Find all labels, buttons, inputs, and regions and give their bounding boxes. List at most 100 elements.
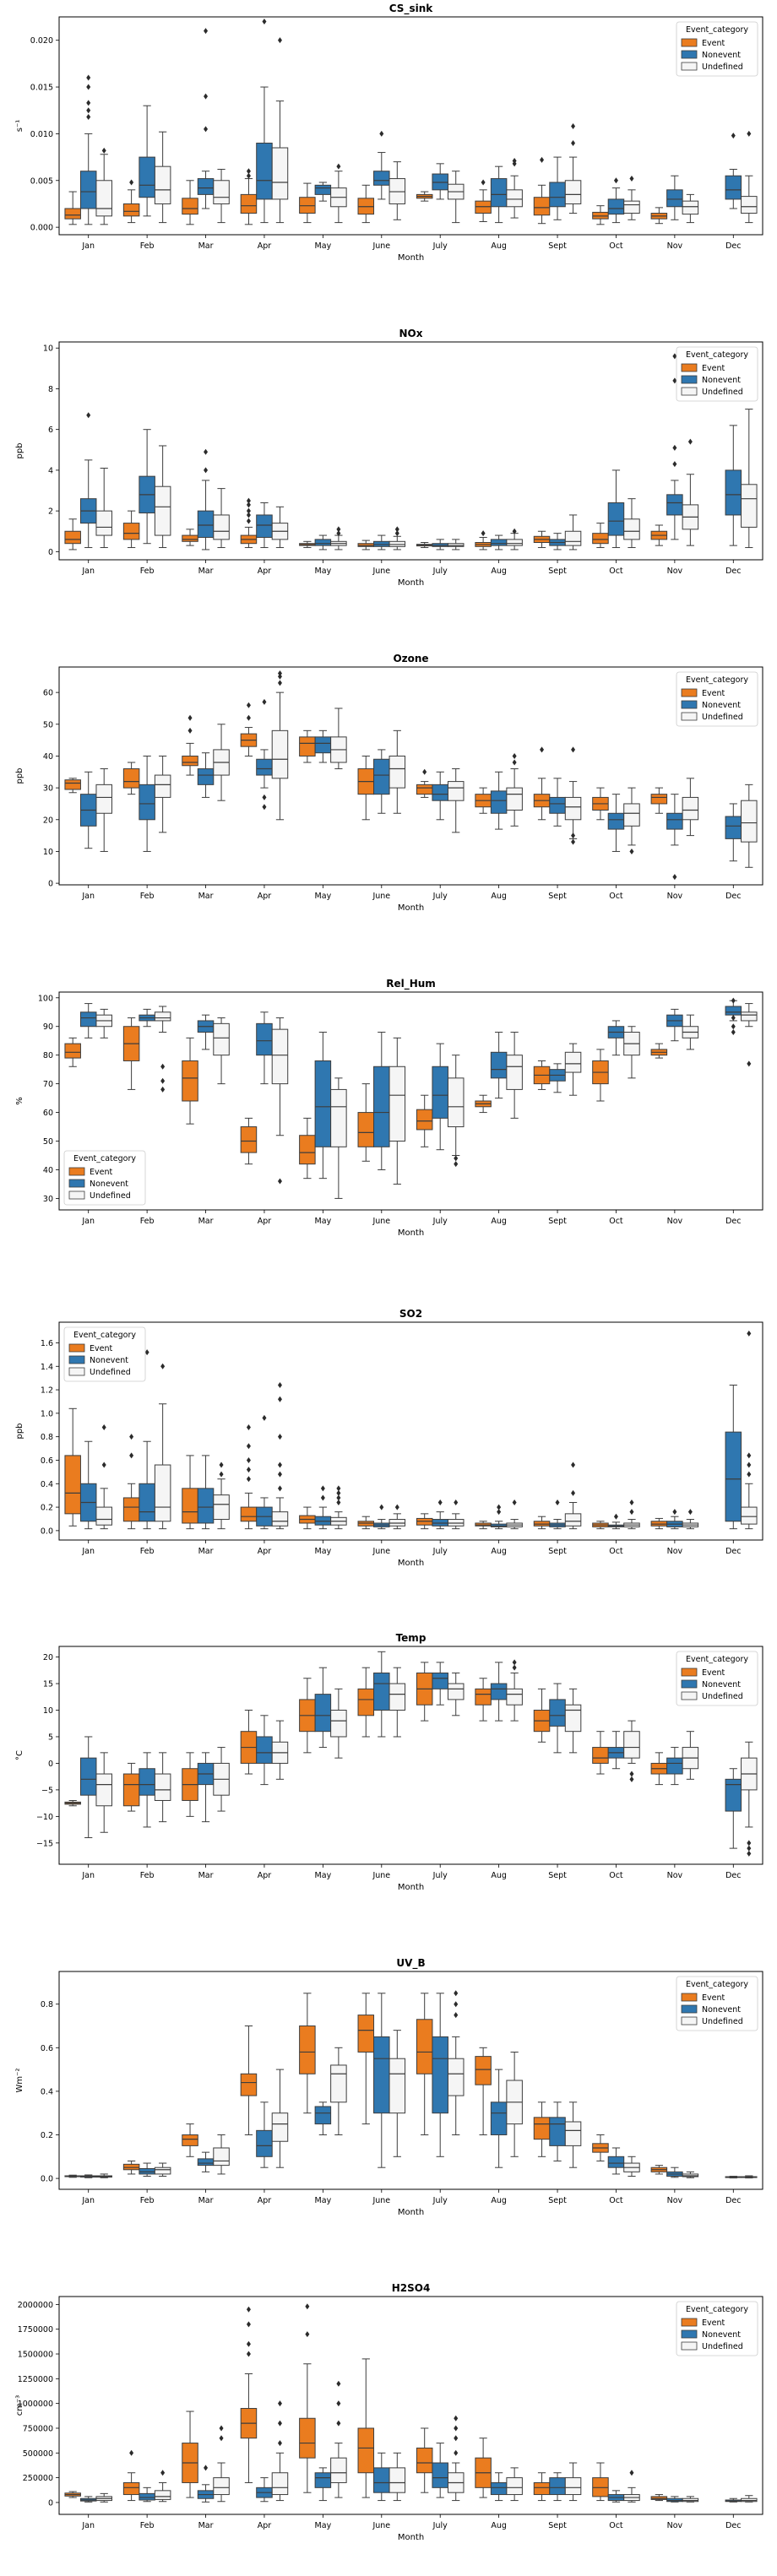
box-event-june [357, 1516, 375, 1530]
box-undefined-oct [623, 498, 640, 549]
box-body [506, 539, 523, 546]
y-tick-label: 2 [48, 507, 53, 517]
box-undefined-feb [154, 1752, 171, 1823]
y-tick-label: 80 [43, 1051, 53, 1060]
box-body [388, 2467, 406, 2493]
box-event-sept [533, 746, 551, 821]
legend: Event_category Event Nonevent Undefined [676, 2301, 758, 2356]
x-tick-label: Feb [140, 567, 155, 576]
box-body [388, 755, 406, 789]
box-body [122, 768, 140, 789]
box-nonevent-july [432, 1662, 448, 1706]
x-tick-label: Oct [609, 1871, 623, 1880]
box-event-sept [533, 1688, 551, 1743]
box-undefined-dec [741, 2495, 758, 2503]
legend-title: Event_category [73, 1331, 136, 1340]
box-nonevent-jan [79, 1736, 97, 1839]
x-tick-label: Jan [81, 1217, 95, 1226]
box-undefined-aug [506, 158, 523, 219]
box-body [741, 484, 758, 528]
outlier-point [246, 502, 251, 508]
outlier-point [305, 2331, 310, 2338]
x-tick-label: Jan [81, 2521, 95, 2530]
x-tick-label: July [432, 241, 448, 251]
legend-swatch-undefined [68, 1367, 85, 1376]
box-undefined-may [330, 1688, 347, 1759]
box-event-nov [650, 2494, 668, 2502]
y-tick-label: 60 [43, 1109, 53, 1118]
box-nonevent-sept [549, 2101, 566, 2161]
panel-ozone: Ozone 0 10 20 30 40 50 60 Jan Feb Mar Apr May June Jul… [15, 653, 763, 913]
box-event-apr [240, 702, 258, 757]
box-nonevent-july [432, 163, 448, 200]
box-body [256, 2129, 273, 2157]
box-undefined-sept [564, 2101, 582, 2168]
y-tick-label: 4 [48, 466, 53, 475]
box-nonevent-apr [256, 2101, 273, 2168]
box-nonevent-nov [666, 353, 683, 540]
x-tick-label: Jan [81, 241, 95, 251]
box-body [122, 2481, 140, 2496]
box-undefined-feb [154, 2470, 171, 2503]
box-event-may [299, 182, 316, 224]
x-axis-label: Month [398, 903, 424, 913]
box-nonevent-nov [666, 1747, 683, 1786]
box-undefined-jan [95, 1008, 112, 1039]
box-body [506, 189, 523, 208]
outlier-point [246, 2306, 251, 2313]
chart-title: Ozone [393, 653, 428, 664]
box-body [213, 514, 230, 540]
box-event-apr [240, 168, 258, 225]
y-tick-label: 0 [48, 880, 53, 889]
outlier-point [262, 1414, 267, 1421]
box-undefined-jan [95, 1424, 112, 1530]
box-nonevent-july [432, 1043, 448, 1151]
y-tick-label: 30 [43, 784, 53, 794]
legend-swatch-event [681, 38, 698, 47]
outlier-point [277, 2420, 282, 2427]
box-body [725, 816, 742, 839]
box-undefined-june [388, 2452, 406, 2502]
box-body [240, 2073, 258, 2096]
x-tick-label: Feb [140, 2521, 155, 2530]
outlier-point [204, 448, 209, 455]
box-body [213, 180, 230, 204]
box-event-july [416, 1662, 433, 1722]
box-nonevent-mar [197, 752, 215, 798]
y-tick-label: 1750000 [18, 2325, 53, 2335]
x-tick-label: Aug [491, 1871, 507, 1880]
box-body [64, 1043, 81, 1059]
box-body [416, 2447, 433, 2474]
box-undefined-apr [271, 2400, 289, 2502]
x-tick-label: Nov [667, 241, 683, 251]
box-nonevent-feb [139, 105, 155, 217]
box-nonevent-sept [549, 778, 566, 827]
box-body [182, 534, 198, 542]
box-body [373, 758, 390, 795]
outlier-point [277, 1434, 282, 1440]
x-axis-label: Month [398, 578, 424, 588]
box-nonevent-jan [79, 1440, 97, 1530]
box-undefined-sept [564, 123, 582, 214]
outlier-point [629, 1509, 634, 1516]
box-undefined-dec [741, 1003, 758, 1067]
box-body [447, 543, 465, 547]
legend-label-event: Event [702, 39, 725, 48]
box-body [623, 518, 640, 540]
x-tick-label: Feb [140, 1217, 155, 1226]
box-body [357, 2427, 375, 2474]
x-tick-label: Dec [725, 1217, 741, 1226]
y-tick-label: 0.8 [41, 2000, 53, 2009]
box-body [330, 1088, 347, 1147]
outlier-point [454, 2001, 459, 2008]
box-event-july [416, 1993, 433, 2135]
box-event-nov [650, 1517, 668, 1530]
y-axis-label: Wm⁻² [15, 2069, 24, 2093]
box-body [592, 533, 609, 545]
outlier-point [336, 1489, 341, 1496]
legend-swatch-undefined [681, 2341, 698, 2351]
y-tick-label: 0.4 [41, 1480, 53, 1489]
box-body [197, 510, 215, 538]
outlier-point [747, 1845, 752, 1852]
legend-title: Event_category [686, 2305, 748, 2314]
